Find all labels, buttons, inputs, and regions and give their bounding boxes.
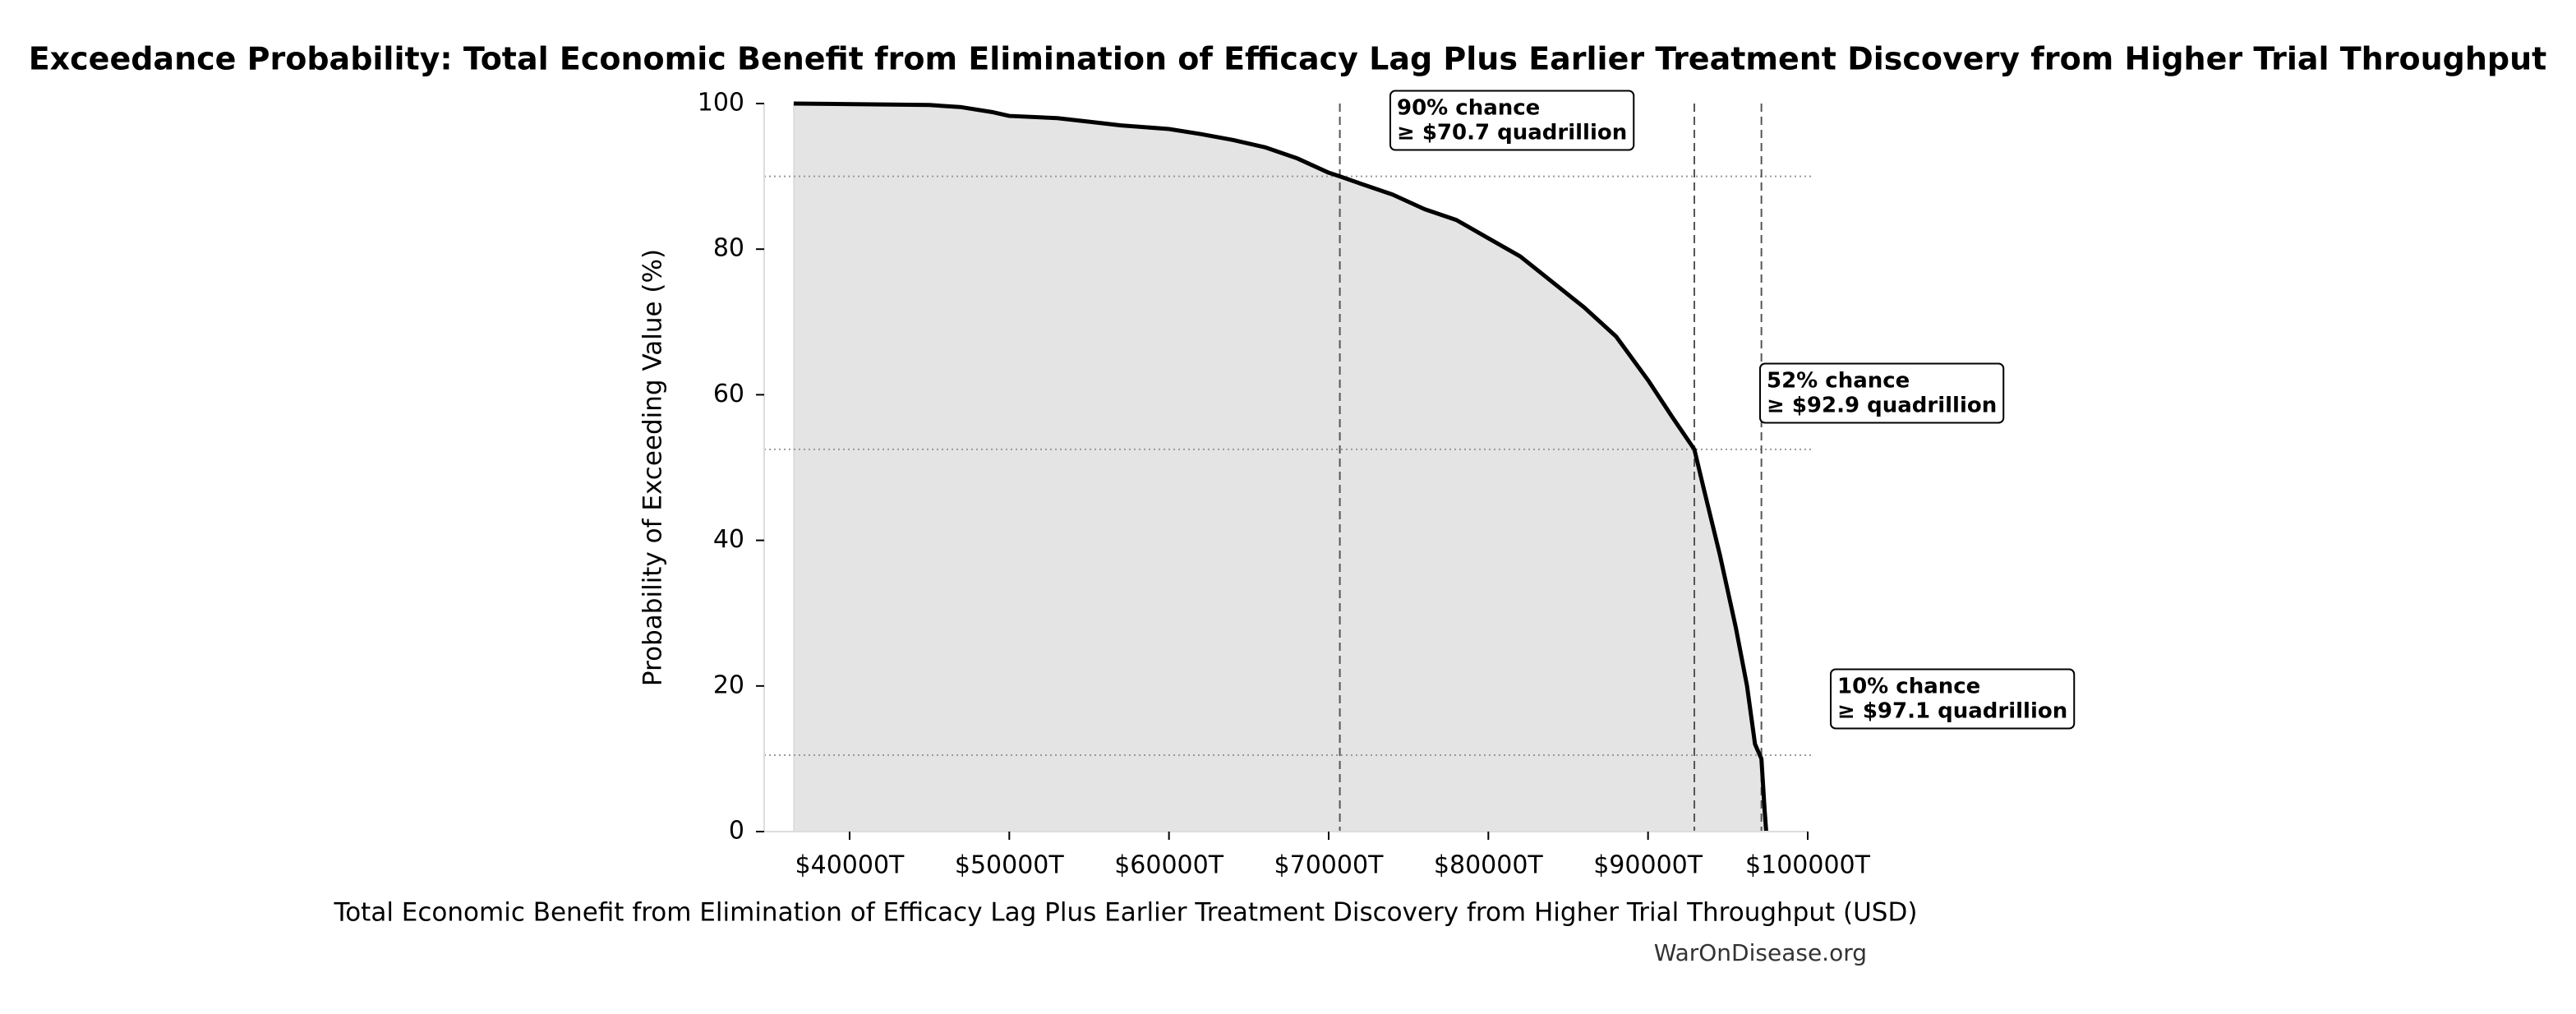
annotation-text: ≥ $97.1 quadrillion xyxy=(1837,699,2067,724)
x-tick-label: $100000T xyxy=(1745,851,1871,880)
annotation-text: 52% chance xyxy=(1767,369,1910,394)
x-tick-label: $60000T xyxy=(1114,851,1224,880)
annotation-box xyxy=(1389,90,1635,151)
x-tick-label: $50000T xyxy=(955,851,1065,880)
y-tick-label: 60 xyxy=(713,380,744,408)
source: WarOnDisease.org xyxy=(1654,939,1867,966)
annotation-text: 90% chance xyxy=(1397,96,1540,121)
annotation-text: ≥ $92.9 quadrillion xyxy=(1767,394,1997,418)
annotation-box xyxy=(1759,362,2005,424)
y-tick-label: 0 xyxy=(729,817,744,846)
x-tick-label: $90000T xyxy=(1593,851,1703,880)
y-tick-label: 80 xyxy=(713,234,744,263)
y-tick-label: 40 xyxy=(713,525,744,554)
annotation-text: ≥ $70.7 quadrillion xyxy=(1397,121,1627,145)
area-fill xyxy=(793,103,1767,832)
annotation: 90% chance≥ $70.7 quadrillion xyxy=(1389,90,1635,151)
annotation: 10% chance≥ $97.1 quadrillion xyxy=(1830,668,2076,730)
x-tick-label: $70000T xyxy=(1274,851,1385,880)
annotation-box xyxy=(1830,668,2076,730)
x-axis-label: Total Economic Benefit from Elimination … xyxy=(334,898,1918,928)
x-tick-label: $80000T xyxy=(1434,851,1544,880)
line xyxy=(793,101,1768,832)
y-tick-label: 100 xyxy=(698,89,744,118)
annotation-text: 10% chance xyxy=(1837,675,1980,699)
y-tick-label: 20 xyxy=(713,671,744,699)
y-axis-label: Probability of Exceeding Value (%) xyxy=(638,249,668,686)
chart-title: Exceedance Probability: Total Economic B… xyxy=(29,41,2547,77)
x-tick-label: $40000T xyxy=(795,851,906,880)
annotation: 52% chance≥ $92.9 quadrillion xyxy=(1759,362,2005,424)
